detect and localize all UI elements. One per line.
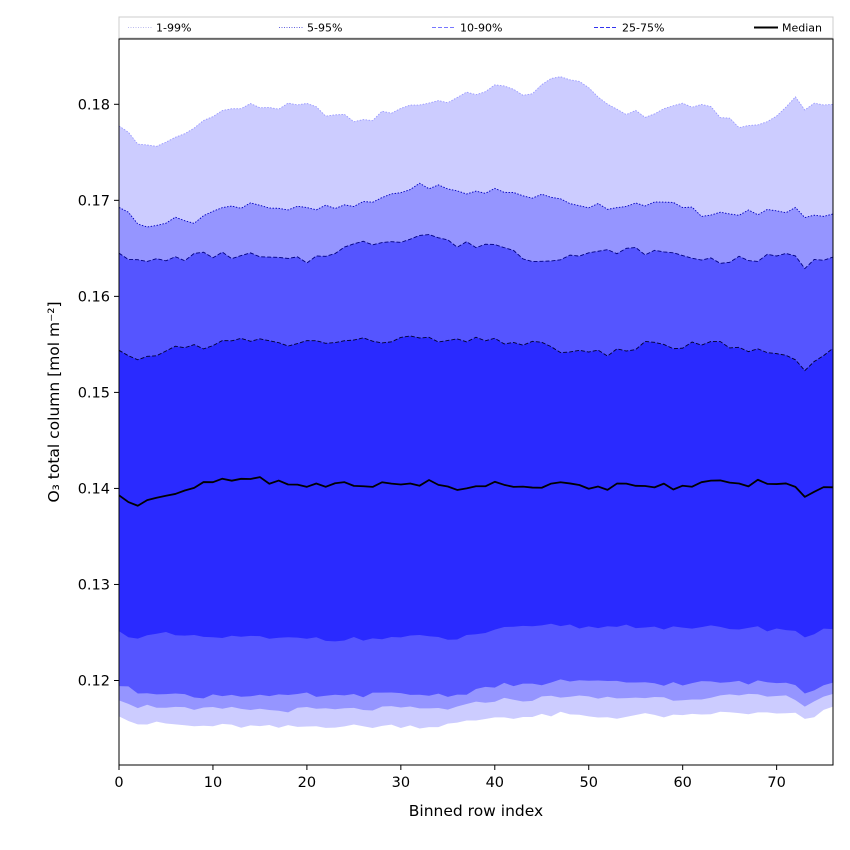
x-tick-label-30: 30 [392,775,410,791]
band-25-75%-upper-edge [119,335,833,372]
legend-label-25-75%: 25-75% [622,22,664,35]
legend-label-10-90%: 10-90% [460,22,502,35]
y-axis-label: O₃ total column [mol m⁻²] [45,301,63,502]
y-tick-label-0.14: 0.14 [78,481,110,497]
y-axis: 0.12 0.13 0.14 0.15 0.16 0.17 0.18 [78,97,119,689]
x-axis: 0 10 20 30 40 50 60 70 [114,765,786,791]
plot-frame [118,38,834,766]
x-tick-label-0: 0 [114,775,123,791]
y-tick-label-0.15: 0.15 [78,385,110,401]
median-layer [119,476,833,507]
y-tick-label-0.13: 0.13 [78,577,110,593]
legend-label-Median: Median [782,22,822,35]
band-1-99%-upper-edge [119,76,833,147]
x-tick-label-40: 40 [486,775,504,791]
x-axis-label: Binned row index [409,802,543,820]
band-5-95%-upper-edge [119,182,833,228]
percentile-bands [119,76,833,729]
median-line [119,476,833,507]
legend-frame [118,16,834,39]
x-tick-label-60: 60 [673,775,691,791]
x-tick-label-10: 10 [204,775,222,791]
y-tick-label-0.17: 0.17 [78,193,110,209]
y-tick-label-0.18: 0.18 [78,97,110,113]
x-tick-label-20: 20 [298,775,316,791]
legend-label-5-95%: 5-95% [307,22,342,35]
y-tick-label-0.12: 0.12 [78,673,110,689]
y-tick-label-0.16: 0.16 [78,289,110,305]
legend-label-1-99%: 1-99% [156,22,191,35]
band-25-75%-fill [119,335,833,642]
x-tick-label-70: 70 [767,775,785,791]
band-10-90%-upper-edge [119,234,833,270]
x-tick-label-50: 50 [580,775,598,791]
legend: 1-99% 5-95% 10-90% 25-75% Median [118,16,834,39]
